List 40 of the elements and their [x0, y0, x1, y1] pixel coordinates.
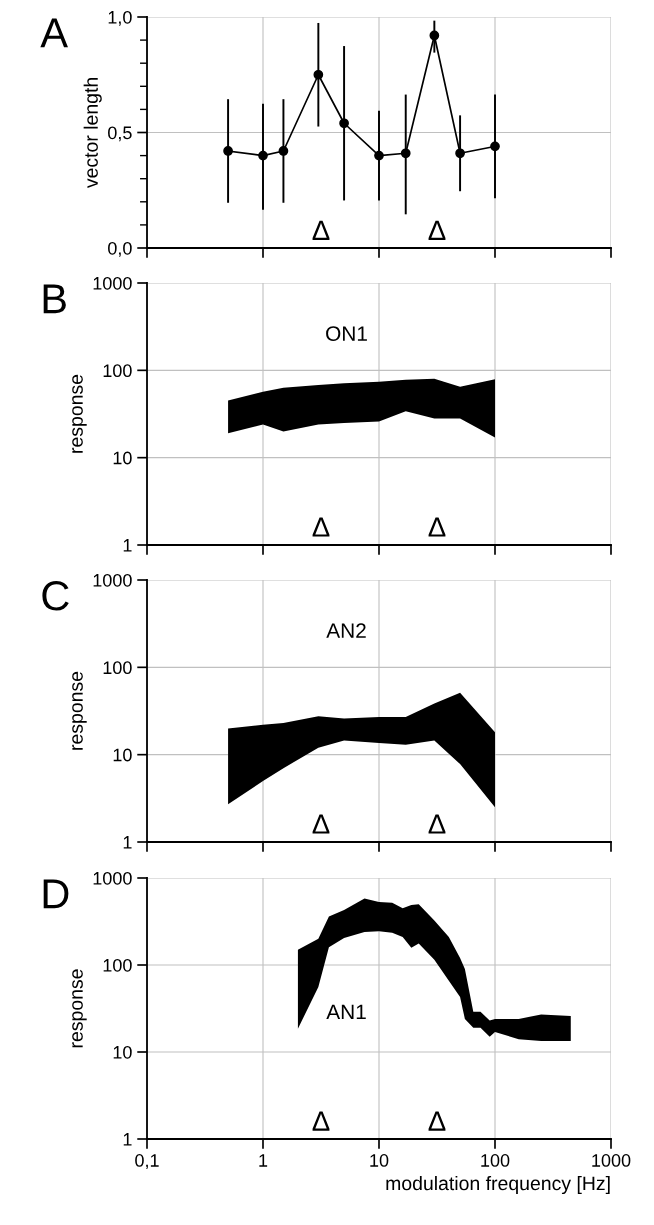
y-tick-label: 1000	[93, 276, 132, 290]
chart-title: D	[43, 879, 69, 909]
annotation: AN1	[326, 1004, 366, 1020]
y-axis-title: response	[72, 374, 87, 453]
x-axis-title: modulation frequency [Hz]	[386, 1175, 610, 1195]
y-axis-title: response	[72, 671, 87, 750]
y-tick-label: 1,0	[108, 10, 132, 26]
chart-title: A	[40, 18, 68, 48]
y-tick-label: 100	[103, 958, 132, 972]
y-tick-label: 10	[113, 1045, 132, 1059]
y-tick-label: 0,0	[108, 241, 132, 257]
y-tick-label: 100	[103, 364, 132, 378]
y-tick-label: 1	[123, 539, 132, 552]
annotation: Δ	[312, 220, 330, 240]
x-tick-label: 10	[370, 1154, 389, 1167]
y-tick-label: 10	[113, 451, 132, 465]
chart-title: C	[42, 581, 69, 611]
y-tick-label: 1000	[93, 871, 132, 885]
annotation: Δ	[428, 517, 446, 537]
annotation: Δ	[428, 220, 446, 240]
chart-title: B	[43, 284, 66, 314]
y-tick-label: 100	[103, 661, 132, 675]
annotation: ON1	[326, 326, 367, 341]
y-tick-label: 1000	[93, 573, 132, 587]
x-tick-label: 1	[259, 1154, 268, 1167]
annotation: Δ	[428, 1111, 446, 1131]
x-tick-label: 100	[481, 1154, 510, 1167]
annotation: AN2	[326, 623, 366, 638]
x-tick-label: 0,1	[135, 1154, 159, 1169]
y-tick-label: 1	[123, 836, 132, 849]
annotation: Δ	[312, 814, 330, 834]
y-tick-label: 0,5	[108, 126, 132, 142]
y-axis-title: response	[72, 969, 87, 1048]
annotation: Δ	[312, 1111, 330, 1131]
annotation: Δ	[312, 517, 330, 537]
annotation: Δ	[428, 814, 446, 834]
y-tick-label: 10	[113, 748, 132, 762]
y-axis-title: vector length	[83, 78, 102, 189]
x-tick-label: 1000	[592, 1154, 631, 1167]
y-tick-label: 1	[123, 1133, 132, 1146]
